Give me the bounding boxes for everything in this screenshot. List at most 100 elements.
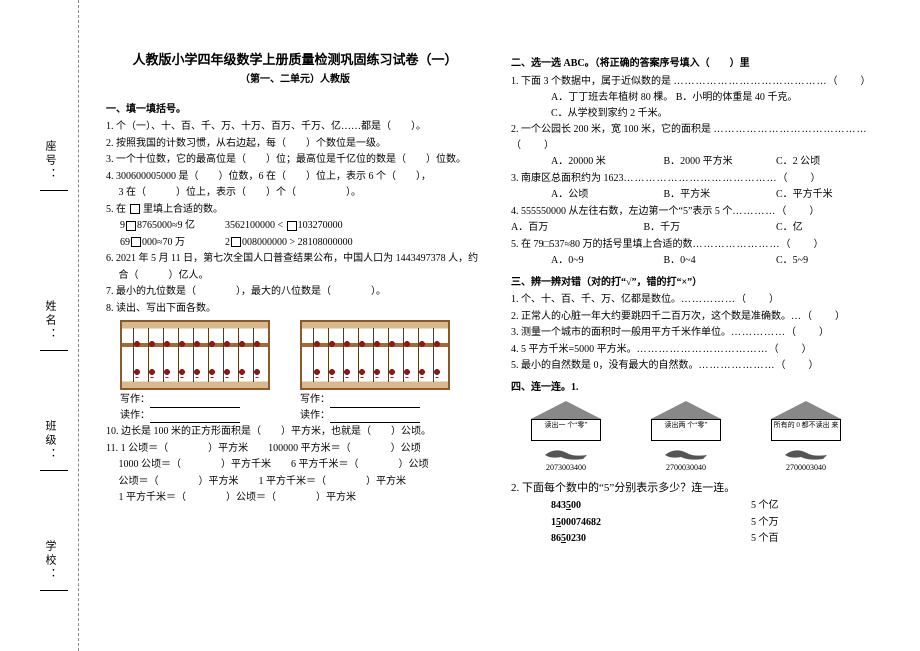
opt-b: B．2000 平方米 (664, 154, 774, 170)
opt-c: C．平方千米 (776, 187, 886, 203)
q2-3: 3. 南康区总面积约为 1623……………………………………（ ） (511, 171, 889, 187)
match-row-3: 8650230 5 个百 (551, 531, 889, 547)
bird-label: 2700030040 (666, 463, 706, 472)
spine-class-label: 班级： (42, 420, 58, 462)
q1-11a: 11. 1 公顷＝（ ）平方米 100000 平方米＝（ ）公顷 (106, 441, 484, 457)
q3-1: 1. 个、十、百、千、万、亿都是数位。……………（ ） (511, 292, 889, 308)
q2-4-opts: A．百万 B．千万 C．亿 (511, 220, 889, 236)
blank-box-icon (231, 237, 241, 247)
opt-a: A．20000 米 (551, 154, 661, 170)
blank-line (150, 412, 240, 423)
read-label: 读作： (120, 410, 150, 421)
dot-leader: ……………………………………（ ） (624, 173, 822, 184)
opt-c: C．5~9 (776, 253, 886, 269)
house-text: 读出两 个“零” (651, 419, 721, 441)
spine-line (40, 350, 68, 351)
write-label: 写作： (300, 394, 330, 405)
spine-seat-label: 座号： (42, 140, 58, 182)
opt-c: C．亿 (776, 222, 803, 233)
dot-leader: ………………………………（ ） (637, 344, 813, 355)
q2-5-opts: A．0~9 B．0~4 C．5~9 (511, 253, 889, 269)
read-label: 读作： (300, 410, 330, 421)
q3-5: 5. 最小的自然数是 0，没有最大的自然数。…………………（ ） (511, 358, 889, 374)
q2-1: 1. 下面 3 个数据中，属于近似数的是 ……………………………………（ ） (511, 74, 889, 90)
spine-line (40, 190, 68, 191)
roof-icon (651, 401, 721, 419)
section2-head: 二、选一选 ABC。（将正确的答案序号填入（ ）里 (511, 56, 889, 72)
match-right: 5 个亿 (751, 498, 831, 514)
q1-6a: 6. 2021 年 5 月 11 日，第七次全国人口普查结果公布，中国人口为 1… (106, 251, 484, 267)
house-text: 所有的 0 都不读出 来 (771, 419, 841, 441)
q2-2-opts: A．20000 米 B．2000 平方米 C．2 公顷 (511, 154, 889, 170)
dot-leader: …（ ） (791, 311, 846, 322)
opt-b: B．平方米 (664, 187, 774, 203)
wr-col-1: 写作： 读作： (120, 392, 270, 423)
bird-3: 2700003040 (771, 445, 841, 474)
abacus-2 (300, 320, 450, 390)
read-line: 读作： (300, 408, 450, 424)
spine-line (40, 590, 68, 591)
section4-head: 四、连一连。1. (511, 380, 889, 396)
section4-part2-head: 2. 下面每个数中的“5”分别表示多少？连一连。 (511, 480, 889, 497)
bird-label: 2073003400 (546, 463, 586, 472)
blank-line (150, 397, 240, 408)
house-1: 读出一 个“零” (531, 401, 601, 441)
opt-a: A．百万 (511, 220, 641, 236)
dot-leader: ……………（ ） (731, 327, 830, 338)
num-pre: 86 (551, 533, 561, 544)
match-right: 5 个百 (751, 531, 831, 547)
house-row: 读出一 个“零” 读出两 个“零” 所有的 0 都不读出 来 (531, 401, 889, 441)
opt-b: B．0~4 (664, 253, 774, 269)
house-text: 读出一 个“零” (531, 419, 601, 441)
house-2: 读出两 个“零” (651, 401, 721, 441)
q3-4: 4. 5 平方千米=5000 平方米。………………………………（ ） (511, 342, 889, 358)
q1-3: 3. 一个十位数，它的最高位是（ ）位；最高位是千亿位的数是（ ）位数。 (106, 152, 484, 168)
page-left: 人教版小学四年级数学上册质量检测巩固练习试卷（一） （第一、二单元）人教版 一、… (100, 50, 490, 610)
q2-5: 5. 在 79□537≈80 万的括号里填上合适的数……………………（ ） (511, 237, 889, 253)
roof-icon (771, 401, 841, 419)
num-pre: 843 (551, 500, 566, 511)
q3-2-stem: 2. 正常人的心脏一年大约要跳四千二百万次，这个数是准确数。 (511, 311, 791, 322)
q1-5: 5. 在 里填上合适的数。 (106, 202, 484, 218)
q1-7: 7. 最小的九位数是（ ），最大的八位数是（ ）。 (106, 284, 484, 300)
bird-icon (783, 445, 829, 461)
binding-dashed-line (78, 0, 88, 651)
roof-icon (531, 401, 601, 419)
section1-head: 一、填一填括号。 (106, 102, 484, 118)
write-line: 写作： (120, 392, 270, 408)
dot-leader: ……………（ ） (681, 294, 780, 305)
q1-2: 2. 按照我国的计数习惯，从右边起，每（ ）个数位是一级。 (106, 136, 484, 152)
num-post: 00074682 (561, 517, 601, 528)
bird-1: 2073003400 (531, 445, 601, 474)
q3-3-stem: 3. 测量一个城市的面积时一般用平方千米作单位。 (511, 327, 731, 338)
q1-10: 10. 边长是 100 米的正方形面积是（ ）平方米，也就是（ ）公顷。 (106, 424, 484, 440)
q1-11c: 公顷＝（ ）平方米 1 平方千米＝（ ）平方米 (106, 474, 484, 490)
q1-4b: 3 在（ ）位上，表示（ ）个（ ）。 (106, 185, 484, 201)
bird-icon (543, 445, 589, 461)
opt-a: A．丁丁班去年植树 80 棵。 (551, 90, 673, 106)
opt-c: C．从学校到家约 2 千米。 (551, 106, 668, 122)
section3-head: 三、辨一辨对错（对的打“√”，错的打“×”） (511, 275, 889, 291)
num-post: 00 (571, 500, 581, 511)
bird-2: 2700030040 (651, 445, 721, 474)
page-right: 二、选一选 ABC。（将正确的答案序号填入（ ）里 1. 下面 3 个数据中，属… (505, 50, 895, 610)
q2-4-stem: 4. 555550000 从左往右数，左边第一个“5”表示 5 个 (511, 206, 732, 217)
match-left: 843500 (551, 498, 661, 514)
exam-subtitle: （第一、二单元）人教版 (106, 72, 484, 88)
num-post: 0230 (566, 533, 586, 544)
exam-title: 人教版小学四年级数学上册质量检测巩固练习试卷（一） (106, 50, 484, 70)
match-row-1: 843500 5 个亿 (551, 498, 889, 514)
bird-icon (663, 445, 709, 461)
q1-6b: 合（ ）亿人。 (106, 268, 484, 284)
q1-11d: 1 平方千米＝（ ）公顷＝（ ）平方米 (106, 490, 484, 506)
read-line: 读作： (120, 408, 270, 424)
binding-labels: 座号： 姓名： 班级： 学校： (30, 0, 70, 651)
match-row-2: 1500074682 5 个万 (551, 515, 889, 531)
q1-8: 8. 读出、写出下面各数。 (106, 301, 484, 317)
q2-2-stem: 2. 一个公园长 200 米，宽 100 米，它的面积是 (511, 124, 714, 135)
q3-5-stem: 5. 最小的自然数是 0，没有最大的自然数。 (511, 360, 699, 371)
match-left: 8650230 (551, 531, 661, 547)
blank-box-icon (126, 221, 136, 231)
q1-1: 1. 个（一）、十、百、千、万、十万、百万、千万、亿……都是（ ）。 (106, 119, 484, 135)
blank-box-icon (131, 237, 141, 247)
